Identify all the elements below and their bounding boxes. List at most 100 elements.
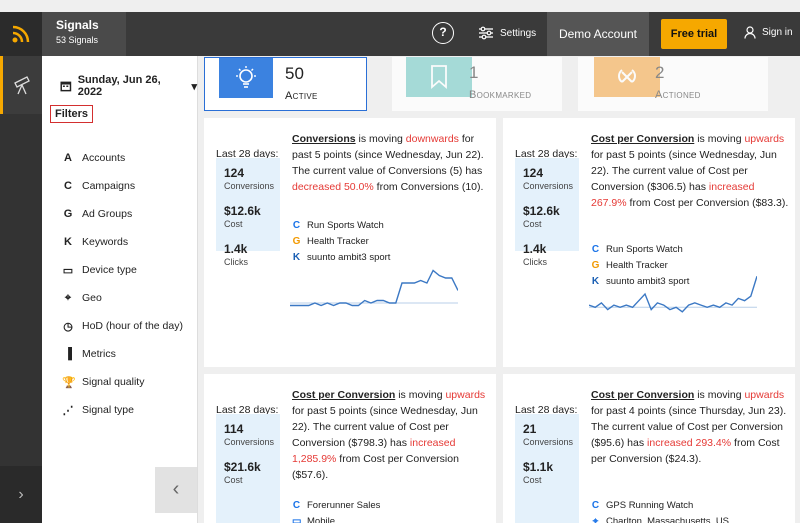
filter-item-trophy[interactable]: 🏆 Signal quality — [62, 368, 183, 396]
filters-heading: Filters — [50, 105, 94, 123]
rss-logo-icon[interactable] — [0, 12, 42, 56]
actioned-count: 2 — [655, 63, 665, 82]
tab-bookmarked[interactable]: 1 Bookmarked — [392, 57, 562, 111]
signal-type-icon: ⋰ — [62, 404, 74, 417]
expand-icon[interactable]: › — [0, 466, 42, 523]
bookmarked-count: 1 — [469, 63, 479, 82]
desc-text: from Cost per Conversion ($24.3). — [591, 437, 780, 465]
filter-item-clock[interactable]: ◷ HoD (hour of the day) — [62, 312, 183, 340]
brand[interactable]: Signals 53 Signals — [42, 12, 126, 56]
filter-item-label: Geo — [82, 292, 102, 304]
help-icon[interactable]: ? — [432, 22, 454, 44]
settings-button[interactable]: Settings — [478, 26, 536, 40]
bulb-icon — [219, 58, 273, 98]
filter-item-label: Device type — [82, 264, 137, 276]
entity-item[interactable]: C Run Sports Watch — [591, 241, 689, 257]
entity-item[interactable]: G Health Tracker — [292, 233, 390, 249]
metric-tile: 21 Conversions — [523, 422, 579, 460]
entity-item[interactable]: C Run Sports Watch — [292, 217, 390, 233]
entity-item[interactable]: C GPS Running Watch — [591, 497, 729, 513]
metric-label: Conversions — [523, 437, 574, 447]
metric-name-link[interactable]: Cost per Conversion — [292, 389, 396, 401]
campaign-icon: C — [591, 499, 600, 511]
metrics-panel: 124 Conversions $12.6k Cost 1.4k Clicks — [216, 158, 280, 267]
metric-name-link[interactable]: Cost per Conversion — [591, 133, 695, 145]
filter-item-signal-type[interactable]: ⋰ Signal type — [62, 396, 183, 424]
entity-item[interactable]: ⌖ Charlton, Massachusetts, US — [591, 513, 729, 523]
metric-value: 1.4k — [224, 242, 248, 256]
metric-tile: $1.1k Cost — [523, 460, 579, 498]
device-type-icon: ▭ — [62, 264, 74, 277]
signal-card[interactable]: Last 28 days: 21 Conversions $1.1k Cost Cost … — [503, 374, 795, 523]
metric-name-link[interactable]: Conversions — [292, 133, 356, 145]
period-label: Last 28 days: — [216, 148, 279, 160]
desc-text: is moving — [355, 133, 406, 145]
free-trial-button[interactable]: Free trial — [661, 19, 727, 49]
metric-label: Clicks — [224, 257, 248, 267]
entity-item[interactable]: ▭ Mobile — [292, 513, 380, 523]
change-text: increased 267.9% — [591, 181, 755, 209]
active-label: Active — [285, 90, 318, 102]
metric-label: Conversions — [224, 181, 275, 191]
filter-item-label: Metrics — [82, 348, 116, 360]
entity-item[interactable]: C Forerunner Sales — [292, 497, 381, 513]
bookmark-icon — [406, 57, 472, 97]
metric-tile: $21.6k Cost — [224, 460, 280, 498]
change-text: increased 293.4% — [647, 437, 732, 449]
entity-name: Run Sports Watch — [307, 219, 384, 231]
desc-text: is moving — [395, 389, 446, 401]
tab-actioned[interactable]: 2 Actioned — [578, 57, 768, 111]
filter-item-geo[interactable]: ⌖ Geo — [62, 284, 183, 312]
filter-item-ad-groups[interactable]: G Ad Groups — [62, 200, 183, 228]
desc-text: is moving — [694, 389, 745, 401]
campaign-icon: C — [591, 243, 600, 255]
app-title: Signals — [56, 18, 99, 32]
metric-name-link[interactable]: Cost per Conversion — [591, 389, 695, 401]
metric-label: Cost — [224, 475, 243, 485]
metric-tile: 1.4k Clicks — [523, 242, 579, 280]
entity-name: Health Tracker — [307, 235, 369, 247]
filter-item-accounts[interactable]: A Accounts — [62, 144, 183, 172]
sign-in-button[interactable]: Sign in — [744, 26, 793, 39]
period-label: Last 28 days: — [515, 404, 578, 416]
direction-text: upwards — [744, 389, 785, 401]
caret-down-icon: ▾ — [191, 80, 197, 93]
sparkline-series — [290, 269, 458, 307]
filter-item-label: Accounts — [82, 152, 126, 164]
tab-active[interactable]: 50 Active — [204, 57, 367, 111]
metric-value: $1.1k — [523, 460, 554, 474]
entity-item[interactable]: G Health Tracker — [591, 257, 689, 273]
signal-description: Cost per Conversion is moving upwards fo… — [292, 387, 492, 483]
signal-description: Cost per Conversion is moving upwards fo… — [591, 131, 791, 211]
signal-card[interactable]: Last 28 days: 124 Conversions $12.6k Cost 1.4… — [503, 118, 795, 367]
demo-account-button[interactable]: Demo Account — [547, 12, 649, 56]
signal-count: 53 Signals — [56, 35, 99, 45]
filter-item-campaigns[interactable]: C Campaigns — [62, 172, 183, 200]
collapse-icon[interactable]: ‹ — [155, 467, 197, 513]
telescope-icon[interactable] — [0, 56, 42, 114]
metric-label: Cost — [523, 219, 542, 229]
date-picker[interactable]: Sunday, Jun 26, 2022 ▾ — [60, 74, 197, 98]
geo-icon: ⌖ — [64, 291, 72, 304]
ad-group-icon: G — [292, 235, 301, 247]
filter-panel: Sunday, Jun 26, 2022 ▾ Filters A Accounts… — [42, 56, 198, 523]
settings-label: Settings — [500, 27, 537, 39]
signal-card[interactable]: Last 28 days: 114 Conversions $21.6k Cost Cos… — [204, 374, 496, 523]
metric-value: 21 — [523, 422, 537, 436]
filter-item-device-type[interactable]: ▭ Device type — [62, 256, 183, 284]
metric-tile: $12.6k Cost — [523, 204, 579, 242]
keywords-icon: K — [64, 236, 72, 248]
campaigns-icon: C — [64, 180, 72, 192]
desc-text: for past 4 points (since Thursday, Jun 2… — [591, 405, 787, 449]
metric-tile: $12.6k Cost — [224, 204, 280, 242]
filter-item-metrics[interactable]: ▐ Metrics — [62, 340, 183, 368]
filter-item-keywords[interactable]: K Keywords — [62, 228, 183, 256]
metric-label: Clicks — [523, 257, 547, 267]
signal-card[interactable]: Last 28 days: 124 Conversions $12.6k Cost 1.4… — [204, 118, 496, 367]
sliders-icon — [479, 26, 493, 40]
desc-text: for past 5 points (since Wednesday, Jun … — [292, 405, 478, 449]
